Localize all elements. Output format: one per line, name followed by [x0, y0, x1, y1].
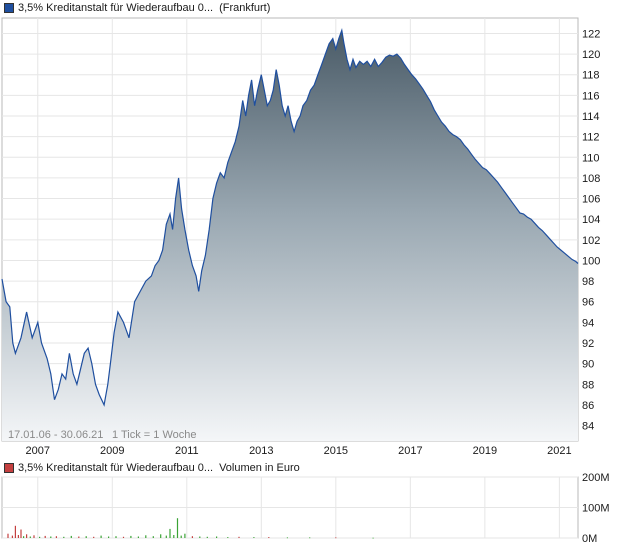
price-y-tick-94: 94	[582, 317, 594, 329]
price-x-tick-2009: 2009	[100, 445, 124, 457]
price-y-tick-92: 92	[582, 338, 594, 350]
price-x-tick-2021: 2021	[547, 445, 571, 457]
volume-bar-43	[335, 537, 337, 539]
volume-legend: 3,5% Kreditanstalt für Wiederaufbau 0...…	[4, 461, 300, 475]
price-y-tick-102: 102	[582, 235, 600, 247]
price-x-tick-2019: 2019	[473, 445, 497, 457]
price-y-tick-88: 88	[582, 379, 594, 391]
volume-bar-25	[152, 536, 154, 538]
price-y-tick-106: 106	[582, 194, 600, 206]
volume-bar-23	[137, 536, 139, 538]
volume-bar-37	[227, 537, 229, 538]
volume-bar-39	[253, 537, 255, 538]
price-y-tick-112: 112	[582, 132, 600, 144]
volume-bar-40	[268, 537, 270, 538]
volume-bar-28	[169, 528, 171, 538]
volume-bar-16	[85, 536, 87, 538]
price-y-tick-122: 122	[582, 28, 600, 40]
volume-legend-label: 3,5% Kreditanstalt für Wiederaufbau 0...	[18, 462, 214, 474]
volume-bar-26	[160, 534, 162, 538]
price-x-tick-2015: 2015	[324, 445, 348, 457]
price-y-tick-110: 110	[582, 152, 600, 164]
price-legend-label: 3,5% Kreditanstalt für Wiederaufbau 0...	[18, 2, 214, 14]
volume-bar-33	[191, 536, 193, 538]
price-y-tick-100: 100	[582, 255, 600, 267]
volume-grid	[2, 476, 578, 539]
volume-bar-32	[184, 533, 186, 538]
volume-bar-3	[17, 535, 19, 538]
price-x-tick-2013: 2013	[249, 445, 273, 457]
volume-swatch	[4, 463, 14, 473]
volume-bar-27	[165, 535, 167, 538]
price-y-tick-98: 98	[582, 276, 594, 288]
volume-bar-4	[20, 529, 22, 538]
volume-bar-36	[216, 536, 218, 538]
volume-bar-0	[7, 533, 9, 538]
volume-bar-6	[26, 534, 28, 538]
volume-bar-5	[23, 536, 25, 538]
price-line	[1, 28, 579, 407]
volume-bar-41	[286, 537, 288, 539]
volume-bar-20	[115, 536, 117, 538]
price-x-tick-2017: 2017	[398, 445, 422, 457]
volume-bars	[7, 518, 374, 539]
price-y-axis: 84 86 88 90 92 94 96 98 100 102 104 106 108 110 112 114…	[582, 28, 600, 432]
price-area	[2, 30, 578, 442]
volume-bar-8	[33, 535, 35, 538]
price-legend-exchange: (Frankfurt)	[219, 2, 271, 14]
price-y-tick-120: 120	[582, 49, 600, 61]
volume-y-tick-100: 100M	[582, 503, 610, 515]
volume-bar-30	[176, 518, 179, 538]
price-x-tick-2011: 2011	[175, 445, 199, 457]
volume-bar-21	[122, 536, 125, 538]
volume-bar-42	[309, 537, 311, 539]
volume-bar-24	[145, 535, 147, 538]
volume-bar-31	[180, 535, 182, 538]
volume-bar-13	[63, 536, 65, 538]
price-y-tick-116: 116	[582, 90, 600, 102]
price-legend: 3,5% Kreditanstalt für Wiederaufbau 0...…	[4, 1, 270, 15]
volume-bar-35	[206, 536, 208, 538]
volume-legend-unit: Volumen in Euro	[219, 462, 300, 474]
volume-bar-12	[55, 536, 57, 538]
volume-bar-22	[130, 535, 132, 538]
volume-bar-34	[199, 536, 201, 538]
volume-bar-15	[78, 536, 80, 538]
volume-bar-2	[14, 525, 16, 538]
price-swatch	[4, 3, 14, 13]
volume-bar-18	[100, 535, 102, 538]
volume-bar-11	[50, 536, 52, 538]
volume-panel: 0M 100M 200M	[1, 472, 610, 545]
price-y-tick-96: 96	[582, 297, 594, 309]
price-y-tick-86: 86	[582, 400, 594, 412]
volume-bar-44	[372, 537, 374, 539]
price-x-axis: 2007 2009 2011 2013 2015 2017 2019 2021	[26, 445, 572, 457]
volume-bar-17	[93, 536, 95, 538]
price-x-tick-2007: 2007	[26, 445, 50, 457]
date-range-label: 17.01.06 - 30.06.21	[8, 429, 103, 441]
price-y-tick-84: 84	[582, 421, 594, 433]
price-y-tick-118: 118	[582, 70, 600, 82]
volume-y-axis: 0M 100M 200M	[582, 472, 610, 545]
volume-bar-38	[238, 536, 240, 538]
volume-bar-7	[29, 536, 31, 538]
price-panel: 84 86 88 90 92 94 96 98 100 102 104 106 108 110 112 114…	[1, 17, 600, 457]
price-y-tick-90: 90	[582, 359, 594, 371]
volume-bar-1	[11, 535, 13, 538]
volume-bar-9	[39, 536, 41, 538]
volume-y-tick-200: 200M	[582, 472, 610, 484]
volume-bar-29	[173, 535, 175, 538]
price-y-tick-108: 108	[582, 173, 600, 185]
tick-interval-label: 1 Tick = 1 Woche	[112, 429, 196, 441]
price-y-tick-104: 104	[582, 214, 600, 226]
volume-bar-10	[44, 535, 46, 538]
volume-bar-19	[108, 536, 110, 538]
volume-bar-14	[70, 535, 72, 538]
price-y-tick-114: 114	[582, 111, 600, 123]
volume-y-tick-0: 0M	[582, 533, 597, 545]
